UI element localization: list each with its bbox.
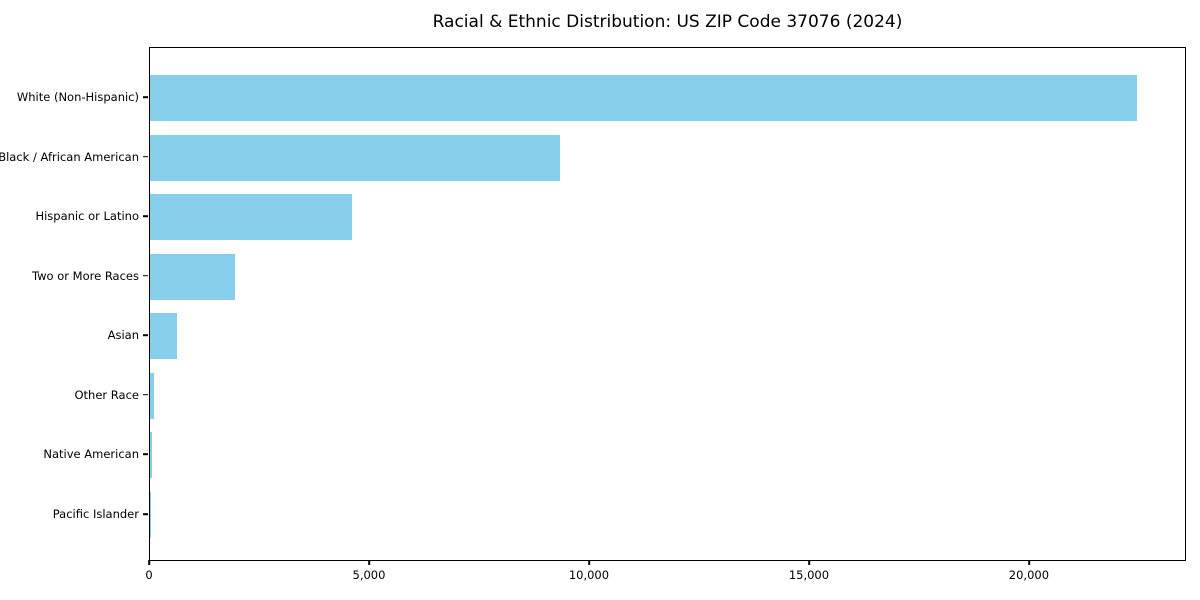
bar-white-non-hispanic <box>150 75 1137 121</box>
y-tick-label-pacific-islander: Pacific Islander <box>52 507 139 521</box>
y-tick-mark <box>143 334 148 337</box>
y-tick-label-other-race: Other Race <box>74 387 140 402</box>
plot-area <box>149 47 1186 561</box>
chart-title: Racial & Ethnic Distribution: US ZIP Cod… <box>432 12 903 32</box>
x-tick-mark <box>808 560 810 565</box>
x-tick-label-0: 0 <box>145 568 153 582</box>
x-tick-label-15-000: 15,000 <box>788 568 830 582</box>
bar-other-race <box>150 372 155 419</box>
y-tick-mark <box>143 215 148 217</box>
y-tick-label-hispanic-or-latino: Hispanic or Latino <box>35 209 139 224</box>
bar-native-american <box>150 432 152 479</box>
bar-asian <box>150 313 178 360</box>
x-tick-mark <box>368 560 370 565</box>
bar-hispanic-or-latino <box>150 194 352 241</box>
x-tick-mark <box>588 560 590 565</box>
x-tick-label-5-000: 5,000 <box>352 568 386 582</box>
x-tick-label-20-000: 20,000 <box>1008 568 1050 582</box>
bar-two-or-more-races <box>150 253 235 300</box>
x-tick-mark <box>1028 560 1030 565</box>
y-tick-mark <box>143 453 148 456</box>
bar-pacific-islander <box>150 492 151 538</box>
y-tick-label-white-non-hispanic: White (Non-Hispanic) <box>16 90 139 104</box>
y-tick-label-asian: Asian <box>107 328 139 343</box>
y-tick-mark <box>143 513 148 515</box>
x-tick-label-10-000: 10,000 <box>568 568 610 582</box>
y-tick-mark <box>143 155 148 158</box>
y-tick-mark <box>143 394 148 396</box>
y-tick-label-two-or-more-races: Two or More Races <box>32 268 139 283</box>
y-tick-mark <box>143 96 148 98</box>
x-tick-mark <box>148 560 150 565</box>
y-tick-mark <box>143 274 148 277</box>
bar-black-african-american <box>150 134 560 181</box>
y-tick-label-native-american: Native American <box>43 447 139 462</box>
y-tick-label-black-african-american: Black / African American <box>0 149 139 164</box>
